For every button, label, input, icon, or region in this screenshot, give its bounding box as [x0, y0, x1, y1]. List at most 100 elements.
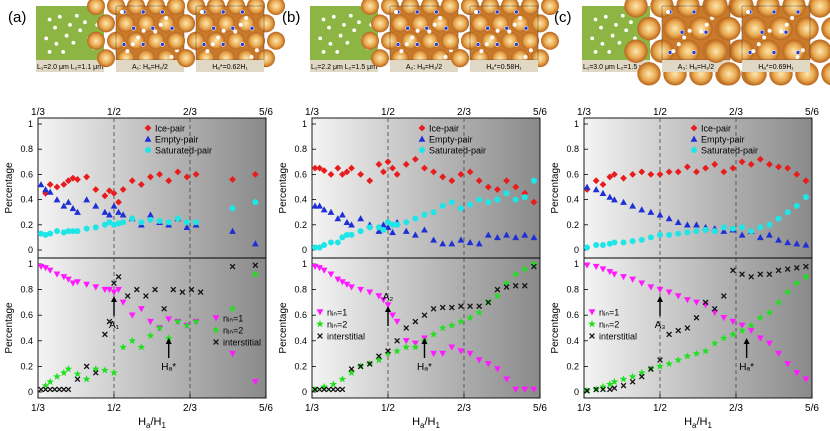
data-point: [92, 369, 99, 376]
data-point: [37, 181, 45, 188]
colloid-dot: [617, 40, 622, 45]
data-point: [757, 224, 764, 231]
afm-trap: [257, 14, 275, 33]
bottom-y-label: Percentage: [4, 302, 15, 354]
thumb-caption-bg: [390, 60, 458, 72]
afm-white-dot: [210, 42, 215, 47]
data-point: [720, 293, 727, 299]
data-point: [111, 280, 117, 287]
afm-trap: [624, 0, 648, 18]
data-point: [343, 281, 351, 288]
afm-blue-dot: [795, 9, 801, 15]
afm-blue-dot: [240, 9, 245, 15]
bottom-y-tick: 0.8: [566, 285, 579, 295]
bottom-x-tick: 1/2: [381, 403, 395, 414]
afm-white-dot: [158, 22, 163, 27]
afm-white-dot: [233, 29, 238, 34]
data-point: [403, 325, 410, 331]
data-point: [802, 272, 810, 280]
data-point: [666, 231, 673, 238]
data-point: [656, 211, 664, 218]
data-point: [64, 365, 73, 373]
data-point: [69, 228, 76, 235]
data-point: [343, 218, 351, 225]
data-point: [766, 231, 773, 238]
data-point: [702, 226, 709, 233]
data-point: [327, 171, 335, 178]
data-point: [421, 226, 428, 233]
data-point: [448, 199, 455, 206]
afm-white-dot: [676, 42, 681, 47]
data-point: [512, 183, 520, 191]
data-point: [484, 183, 492, 191]
data-point: [729, 318, 737, 325]
data-point: [521, 282, 528, 289]
afm-white-dot: [254, 48, 259, 53]
top-x-tick: 1/2: [381, 107, 395, 118]
data-point: [620, 239, 627, 246]
data-point: [316, 244, 323, 251]
data-point: [584, 244, 591, 251]
bottom-x-tick: 1/2: [107, 403, 121, 414]
data-point: [512, 386, 520, 393]
data-point: [42, 189, 49, 197]
data-point: [583, 183, 591, 190]
data-point: [738, 158, 746, 166]
data-point: [60, 229, 67, 236]
data-point: [592, 263, 600, 270]
thumb-caption-bg: [582, 60, 650, 72]
colloid-dot: [335, 50, 340, 54]
bottom-plot-bg: [584, 258, 812, 398]
arrow-a-label: A₂: [383, 292, 394, 303]
afm-white-dot: [216, 35, 221, 40]
afm-white-dot: [221, 28, 226, 33]
data-point: [784, 361, 792, 368]
colloid-dot: [600, 41, 605, 46]
top-y-tick: 0.4: [566, 195, 579, 205]
afm-trap: [782, 39, 806, 63]
arrow-h-label: Hₐ*: [417, 362, 432, 373]
thumb-caption-bg: [116, 60, 184, 72]
data-point: [339, 234, 346, 241]
afm-white-dot: [687, 28, 692, 33]
data-point: [328, 239, 334, 246]
data-point: [738, 231, 746, 238]
afm-blue-dot: [771, 50, 777, 55]
data-point: [129, 215, 136, 222]
data-point: [174, 168, 182, 176]
top-x-tick: 5/6: [259, 107, 273, 118]
afm-blue-dot: [494, 42, 500, 47]
afm-blue-dot: [475, 42, 481, 47]
data-point: [60, 181, 68, 188]
data-point: [600, 386, 606, 393]
panel-c: (c) L₁=3.0 μm L₂=1.5 μm A₃: Hₐ=H₁/2 Hₐ*=0.6…: [550, 0, 830, 430]
bottom-x-tick: 5/6: [805, 403, 819, 414]
colloid-dot: [64, 33, 69, 38]
data-point: [710, 339, 719, 347]
afm-white-dot: [394, 10, 398, 14]
top-y-label: Percentage: [278, 162, 289, 214]
afm-trap: [361, 0, 379, 15]
afm-blue-dot: [514, 42, 519, 47]
bottom-y-tick: 1: [28, 259, 33, 269]
afm-blue-dot: [424, 25, 430, 31]
data-point: [684, 229, 691, 236]
colloid-dot: [61, 50, 66, 54]
data-point: [316, 164, 323, 172]
data-point: [784, 266, 791, 272]
afm-white-dot: [671, 49, 676, 54]
afm-white-dot: [682, 35, 687, 40]
data-point: [42, 386, 49, 393]
afm-trap: [401, 31, 419, 50]
data-point: [183, 321, 191, 329]
data-point: [674, 218, 682, 225]
data-point: [115, 220, 122, 227]
data-point: [102, 331, 108, 338]
afm-blue-dot: [131, 25, 136, 31]
data-point: [620, 198, 627, 205]
data-point: [389, 164, 396, 172]
afm-blue-dot: [414, 9, 420, 15]
data-point: [476, 303, 483, 310]
bottom-y-tick: 0.2: [566, 361, 579, 371]
data-point: [119, 211, 127, 218]
